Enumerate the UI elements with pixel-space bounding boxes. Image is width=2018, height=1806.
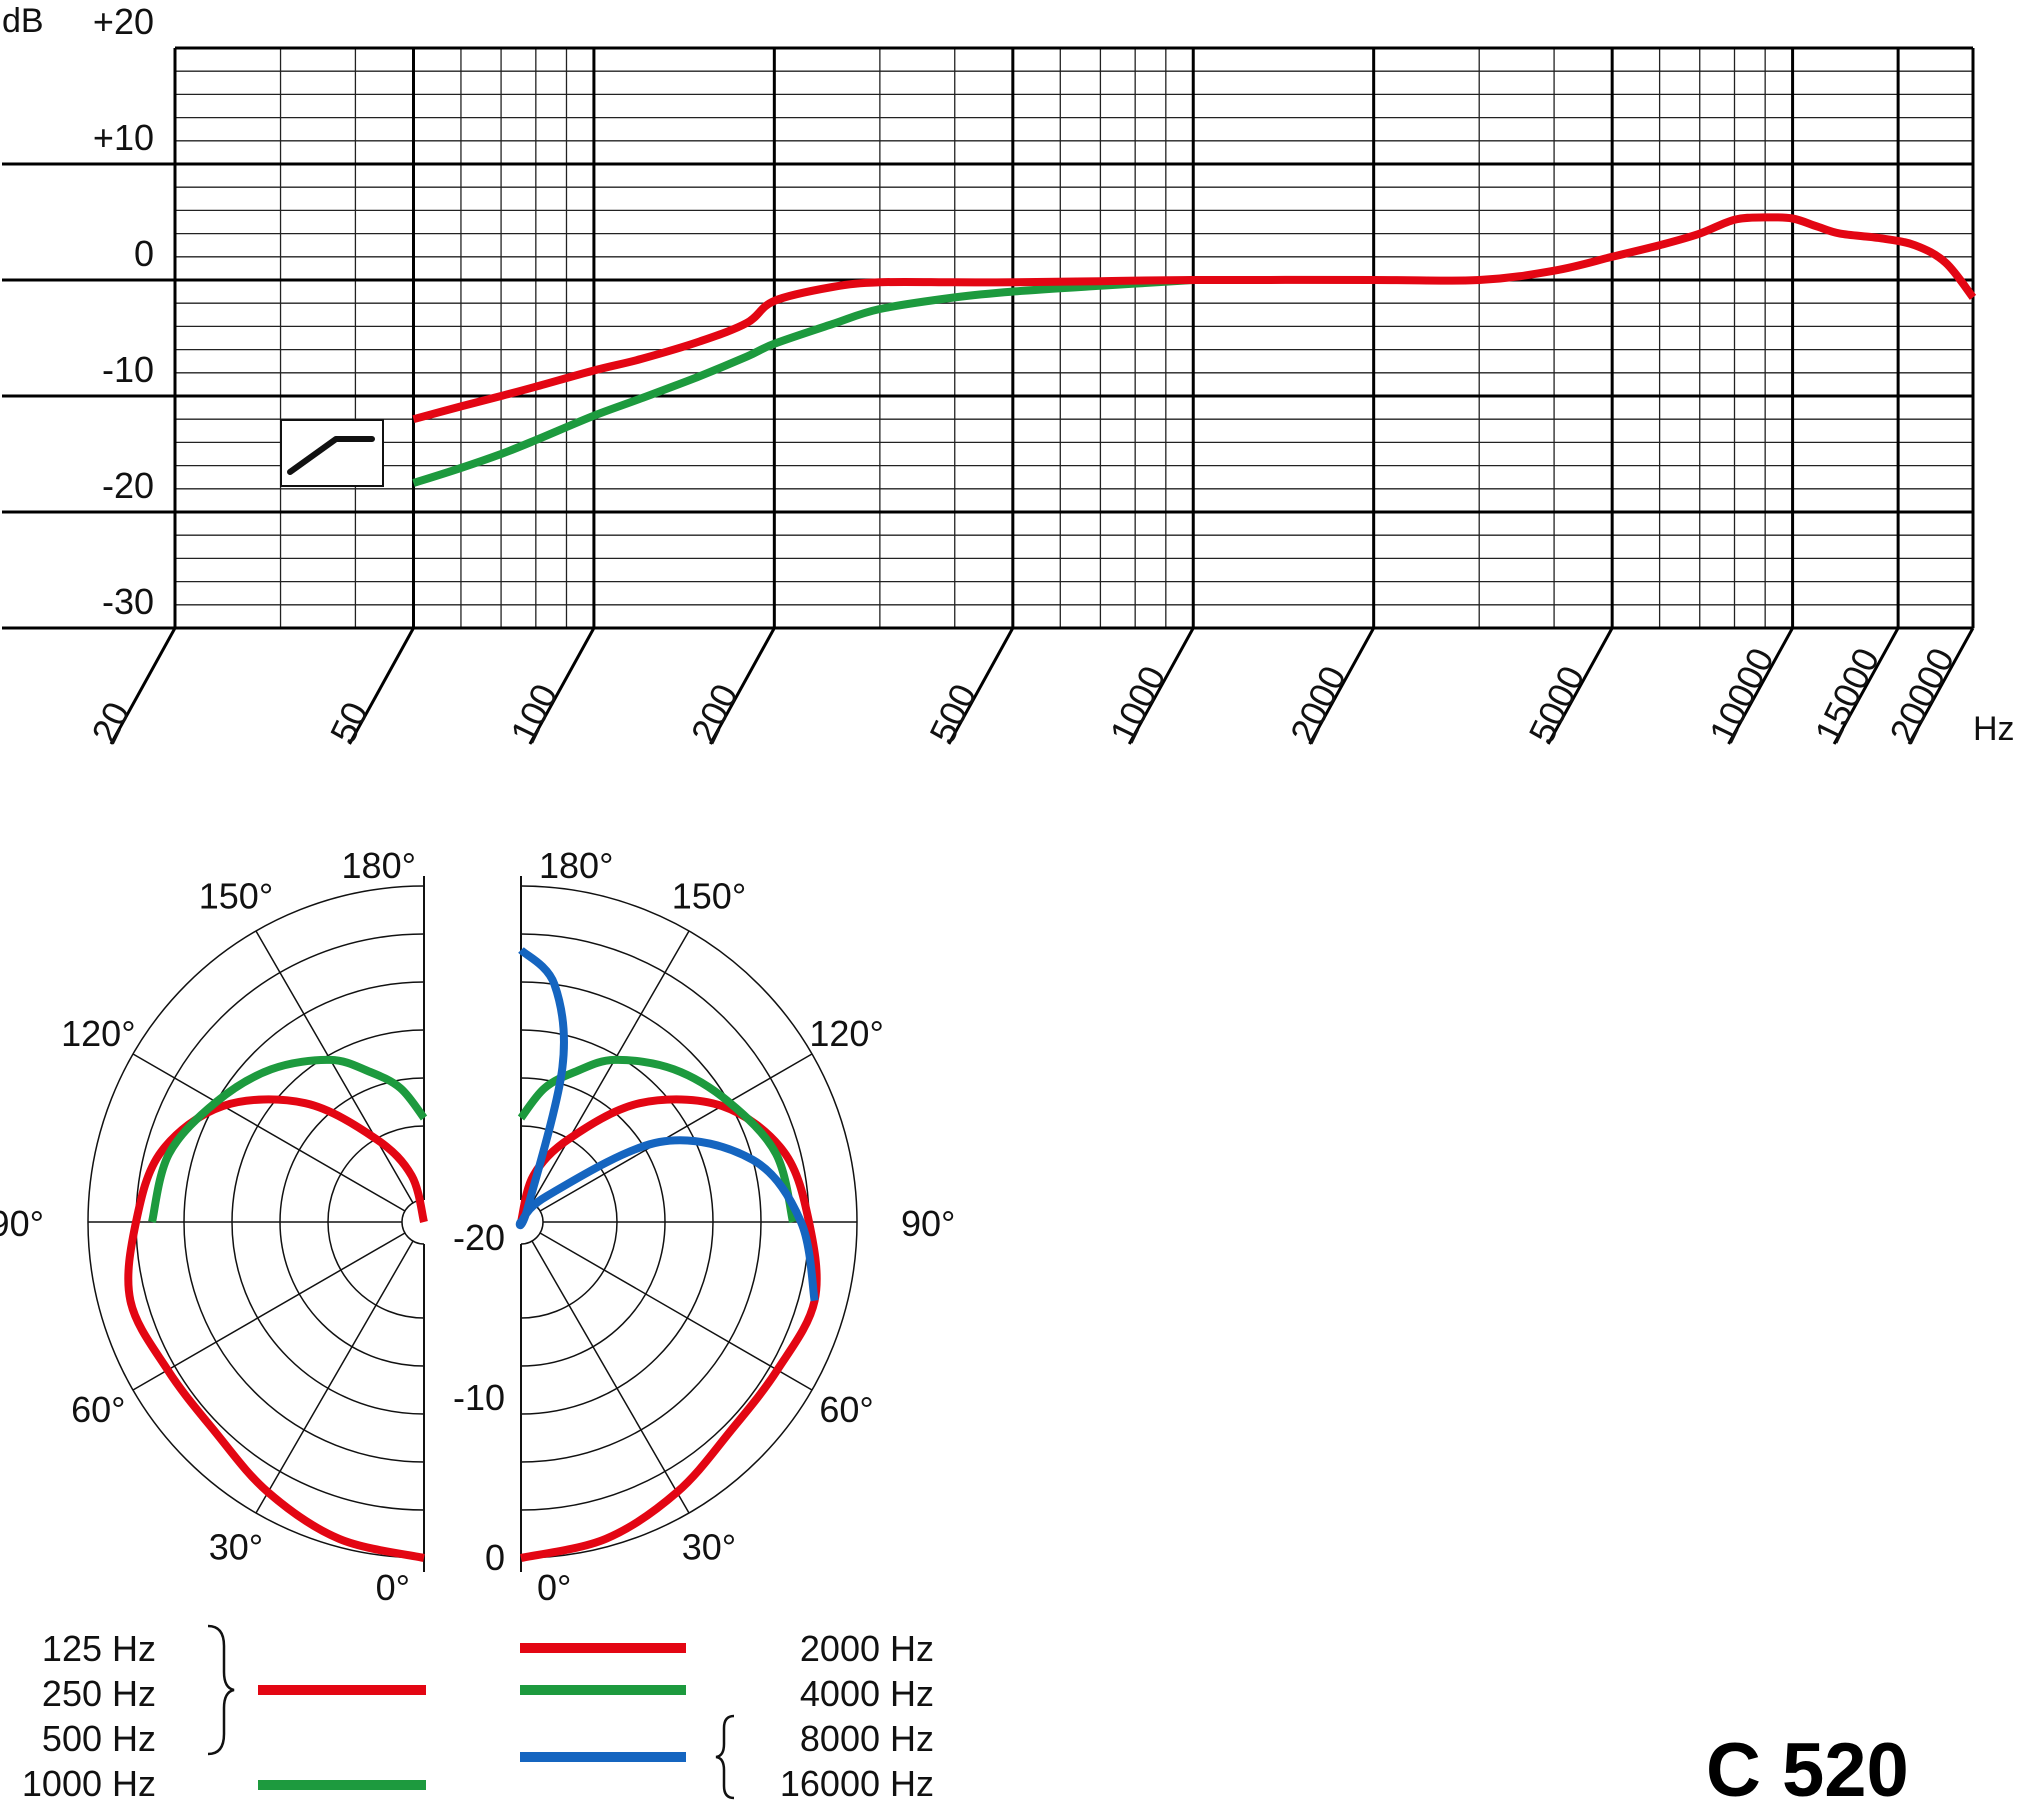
x-tick-slant (1832, 627, 1900, 745)
x-tick-slant (1308, 627, 1375, 745)
y-tick-label: -30 (102, 581, 154, 622)
polar-radial-labels: -20 -10 0 (453, 1217, 505, 1578)
legend: 125 Hz 250 Hz 500 Hz 1000 Hz 2000 Hz 400… (22, 1624, 934, 1804)
polar-curve-1 (148, 1055, 428, 1223)
legend-brace-left (207, 1624, 235, 1756)
x-tick-slant (1907, 627, 1975, 745)
x-tick-label: 1000 (1102, 660, 1174, 750)
polar-radial-label: 0 (485, 1537, 505, 1578)
x-tick-slant (709, 627, 776, 745)
polar-angle-label-right: 30° (682, 1527, 736, 1568)
low-cut-filter-icon (280, 419, 384, 487)
x-tick-slant (528, 627, 596, 745)
x-tick-label: 5000 (1521, 660, 1593, 750)
polar-spoke-right (539, 1232, 813, 1391)
polar-curve-4 (515, 946, 819, 1302)
model-name: C 520 (1706, 1728, 1909, 1806)
y-tick-label: +10 (93, 117, 154, 158)
x-tick-label: 20 (83, 696, 137, 750)
polar-angle-label-left: 0° (376, 1567, 410, 1608)
polar-angle-label-right: 60° (819, 1389, 873, 1430)
polar-angle-label-right: 0° (537, 1567, 571, 1608)
legend-label-125hz: 125 Hz (42, 1628, 156, 1669)
polar-angle-label-left: 60° (71, 1389, 125, 1430)
x-tick-label: 2000 (1282, 660, 1354, 750)
legend-label-500hz: 500 Hz (42, 1718, 156, 1759)
x-tick-slant (947, 627, 1015, 745)
x-tick-label: 10000 (1701, 642, 1782, 750)
x-tick-label: 500 (921, 678, 984, 750)
x-tick-label: 200 (683, 678, 746, 750)
x-tick-slant (1727, 627, 1794, 745)
polar-spoke-left (255, 1240, 414, 1514)
polar-angle-labels: 180° 180° 150° 150° 120° 120° 90° 90° 60° 60° 30° 3… (0, 845, 955, 1608)
legend-label-250hz: 250 Hz (42, 1673, 156, 1714)
y-tick-label: +20 (93, 1, 154, 42)
legend-label-4000hz: 4000 Hz (800, 1673, 934, 1714)
polar-grid (87, 876, 858, 1572)
legend-label-8000hz: 8000 Hz (800, 1718, 934, 1759)
polar-spoke-left (132, 1053, 406, 1212)
y-axis-unit-label: dB (2, 2, 44, 40)
response-curve-red (412, 213, 1977, 424)
x-tick-label: 20000 (1881, 642, 1962, 750)
frequency-response-chart: +20 +10 0 -10 -20 -30 20 50 100 200 500 1000 2000 50… (2, 1, 2015, 750)
y-tick-label: -10 (102, 349, 154, 390)
polar-spoke-left (255, 930, 414, 1204)
polar-spoke-right (539, 1053, 813, 1212)
legend-label-2000hz: 2000 Hz (800, 1628, 934, 1669)
polar-angle-label-left: 150° (199, 875, 273, 916)
polar-curve-0 (124, 1095, 428, 1562)
polar-curve-2 (517, 1095, 821, 1562)
legend-brace-right (715, 1714, 735, 1800)
x-tick-slant (348, 627, 415, 745)
polar-radial-label: -20 (453, 1217, 505, 1258)
polar-spoke-right (531, 1240, 690, 1514)
x-axis-unit-label: Hz (1973, 710, 2015, 748)
polar-pattern-chart: 180° 180° 150° 150° 120° 120° 90° 90° 60° 60° 30° 3… (0, 845, 955, 1608)
polar-spoke-left (132, 1232, 406, 1391)
x-tick-slant (109, 627, 177, 745)
x-tick-slant (1127, 627, 1195, 745)
polar-angle-label-left: 90° (0, 1203, 44, 1244)
y-tick-label: -20 (102, 465, 154, 506)
x-tick-label: 100 (502, 678, 565, 750)
polar-angle-label-left: 180° (342, 845, 416, 886)
legend-label-16000hz: 16000 Hz (780, 1763, 934, 1804)
polar-series (124, 946, 821, 1562)
polar-curve-3 (517, 1055, 797, 1223)
polar-spoke-right (531, 930, 690, 1204)
y-axis-labels: +20 +10 0 -10 -20 -30 (93, 1, 154, 622)
polar-angle-label-left: 30° (209, 1527, 263, 1568)
frequency-series (412, 213, 1977, 487)
polar-angle-label-left: 120° (61, 1013, 135, 1054)
x-tick-label: 50 (322, 696, 376, 750)
polar-angle-label-right: 90° (901, 1203, 955, 1244)
response-curve-green (412, 276, 1194, 487)
polar-angle-label-right: 120° (809, 1013, 883, 1054)
x-tick-label: 15000 (1806, 642, 1887, 750)
polar-angle-label-right: 150° (672, 875, 746, 916)
polar-radial-label: -10 (453, 1377, 505, 1418)
frequency-grid (2, 46, 1975, 745)
x-tick-slant (1546, 627, 1614, 745)
polar-angle-label-right: 180° (539, 845, 613, 886)
legend-label-1000hz: 1000 Hz (22, 1763, 156, 1804)
y-tick-label: 0 (134, 233, 154, 274)
